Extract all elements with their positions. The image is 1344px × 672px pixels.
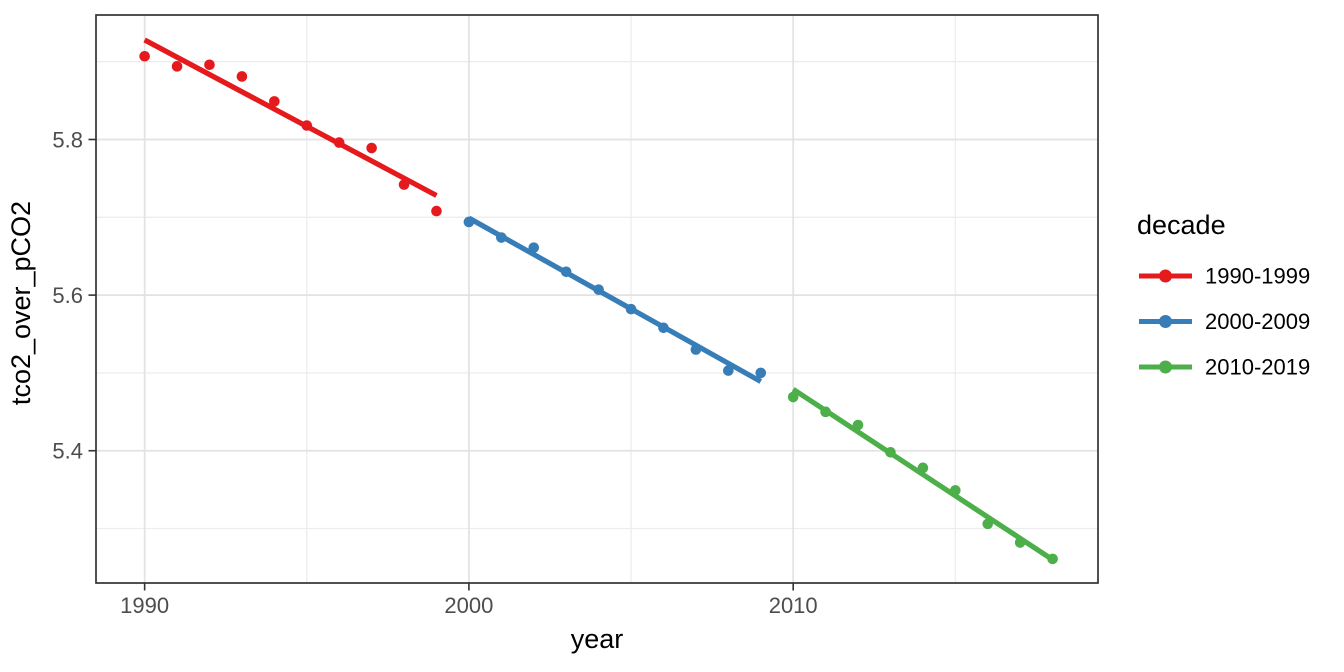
y-tick-label: 5.6 [52, 283, 83, 308]
y-tick-label: 5.4 [52, 439, 83, 464]
trend-line [791, 387, 1055, 562]
panel-border [95, 14, 1099, 584]
data-point [204, 59, 215, 71]
data-point [723, 365, 734, 376]
data-point [269, 96, 280, 107]
y-tick-label: 5.8 [52, 127, 83, 152]
data-point [528, 242, 540, 253]
legend-entry-label: 1990-1999 [1205, 264, 1310, 289]
data-point [658, 322, 669, 334]
data-point [885, 446, 896, 458]
legend-title: decade [1137, 210, 1226, 240]
data-point [431, 205, 442, 217]
data-point [171, 61, 183, 72]
data-point [787, 391, 799, 403]
data-point [398, 179, 410, 190]
data-point [852, 419, 864, 431]
data-point [625, 303, 637, 315]
data-point [1047, 553, 1058, 565]
legend-key-point [1159, 269, 1172, 283]
legend: decade 1990-1999 2000-2009 2010-2019 [1137, 210, 1310, 380]
data-point [301, 120, 313, 131]
data-point [917, 462, 929, 474]
data-point [496, 232, 507, 243]
y-axis-title: tco2_over_pCO2 [6, 201, 36, 405]
data-point [1014, 537, 1026, 548]
data-point [820, 406, 831, 418]
legend-entry: 2000-2009 [1139, 309, 1310, 334]
legend-entry: 2010-2019 [1139, 355, 1310, 380]
trend-line [143, 37, 438, 198]
legend-key-point [1159, 360, 1172, 374]
x-tick-label: 2010 [769, 593, 818, 618]
x-tick-label: 1990 [120, 593, 169, 618]
data-point [366, 142, 377, 154]
data-point [139, 50, 150, 62]
legend-entry-label: 2000-2009 [1205, 309, 1310, 334]
data-point [950, 485, 961, 496]
data-point [560, 266, 572, 278]
data-point [690, 344, 702, 355]
data-point [593, 284, 604, 295]
legend-key-point [1159, 315, 1172, 328]
plot-panel: 1990 2000 2010 5.4 5.6 5.8 [52, 14, 1099, 618]
data-point [755, 367, 767, 379]
panel-background [96, 15, 1098, 583]
x-axis-title: year [571, 624, 624, 654]
data-point [982, 518, 994, 530]
trend-line [467, 215, 763, 384]
data-point [236, 71, 248, 82]
data-point [463, 216, 475, 228]
legend-entry: 1990-1999 [1139, 264, 1310, 289]
data-point [333, 137, 345, 148]
legend-entry-label: 2010-2019 [1205, 355, 1310, 380]
x-tick-label: 2000 [444, 593, 493, 618]
